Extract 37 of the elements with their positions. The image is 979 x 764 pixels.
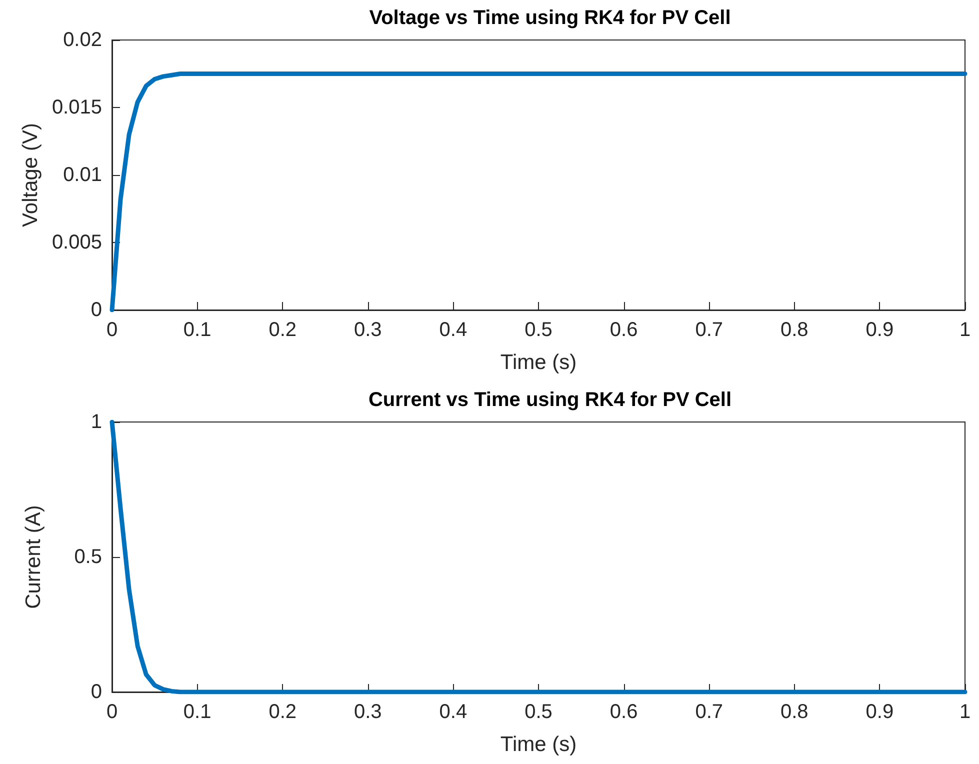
y-tick-label: 0.015: [52, 96, 102, 118]
x-tick-label: 0: [106, 319, 118, 341]
chart-title: Current vs Time using RK4 for PV Cell: [368, 389, 732, 411]
x-tick-label: 0.1: [183, 319, 212, 341]
y-tick-label: 0.005: [52, 232, 102, 254]
x-tick-label: 0.9: [866, 319, 894, 341]
y-axis-title: Current (A): [22, 505, 45, 609]
x-tick-label: 0.8: [780, 701, 808, 723]
x-tick-label: 0.8: [780, 319, 808, 341]
chart-title: Voltage vs Time using RK4 for PV Cell: [369, 7, 731, 29]
x-tick-label: 0.7: [695, 319, 724, 341]
x-tick-label: 1: [959, 701, 971, 723]
x-tick-label: 0.4: [439, 319, 468, 341]
x-tick-label: 0.1: [183, 701, 212, 723]
x-tick-label: 0.4: [439, 701, 468, 723]
x-tick-label: 0.2: [268, 319, 297, 341]
y-tick-label: 1: [90, 411, 102, 433]
x-tick-label: 0.2: [268, 701, 297, 723]
x-axis-title: Time (s): [500, 733, 577, 756]
x-tick-label: 0.3: [354, 701, 382, 723]
x-tick-label: 0.5: [524, 319, 552, 341]
y-tick-label: 0: [90, 299, 102, 321]
x-tick-label: 0.9: [866, 701, 894, 723]
x-axis-title: Time (s): [500, 351, 577, 374]
x-tick-label: 0.3: [354, 319, 382, 341]
y-tick-label: 0: [90, 681, 102, 703]
x-tick-label: 0.6: [610, 319, 638, 341]
x-tick-label: 0.6: [610, 701, 638, 723]
x-tick-label: 0: [106, 701, 118, 723]
y-tick-label: 0.01: [63, 164, 102, 186]
line-series: [110, 420, 968, 694]
x-tick-label: 0.5: [524, 701, 552, 723]
x-tick-label: 1: [959, 319, 971, 341]
y-tick-label: 0.02: [63, 29, 102, 51]
x-tick-label: 0.7: [695, 701, 724, 723]
y-tick-label: 0.5: [74, 546, 102, 568]
y-axis-title: Voltage (V): [19, 123, 42, 227]
